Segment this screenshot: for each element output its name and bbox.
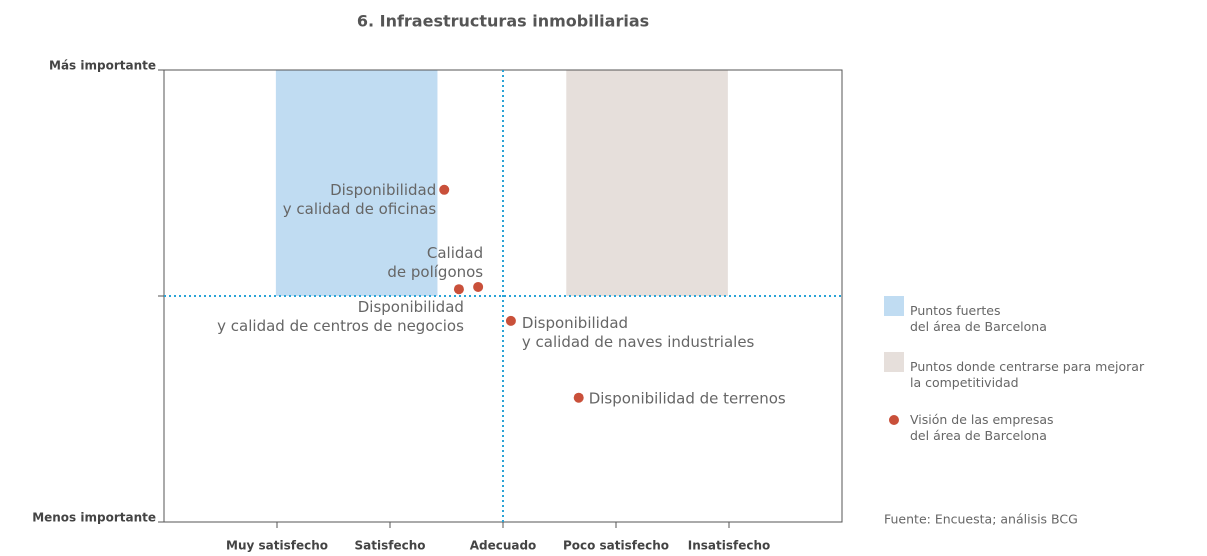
x-tick-label: Poco satisfecho: [563, 539, 669, 553]
source: Fuente: Encuesta; análisis BCG: [884, 512, 1078, 527]
legend-label-line: la competitividad: [910, 375, 1019, 390]
point: [439, 184, 450, 195]
region: [275, 70, 438, 296]
legend-label: Puntos donde centrarse para mejorar la co…: [910, 359, 1145, 390]
point-label-line: y calidad de oficinas: [283, 199, 437, 217]
point: [473, 281, 484, 292]
legend-swatch: [884, 296, 904, 316]
legend-label-line: del área de Barcelona: [910, 319, 1047, 334]
point-label-line: Disponibilidad: [358, 298, 464, 316]
point: [573, 392, 584, 403]
point-label: Disponibilidad y calidad de oficinas: [283, 180, 437, 217]
x-tick-label: Insatisfecho: [688, 539, 771, 553]
x-tick-label: Muy satisfecho: [226, 539, 328, 553]
point-label: Disponibilidad de terrenos: [589, 389, 786, 407]
point-label: Disponibilidad y calidad de centros de ne…: [217, 298, 464, 335]
region: [566, 70, 728, 296]
point-label-line: y calidad de naves industriales: [522, 332, 755, 350]
point-label-line: y calidad de centros de negocios: [217, 317, 464, 335]
y-tick-label: Menos importante: [32, 511, 156, 525]
legend-label-line: Visión de las empresas: [910, 412, 1054, 427]
point: [453, 284, 464, 295]
legend-marker: [889, 415, 899, 425]
legend-label-line: Puntos fuertes: [910, 303, 1000, 318]
legend-label-line: Puntos donde centrarse para mejorar: [910, 359, 1145, 374]
point-label-line: de polígonos: [387, 262, 483, 280]
point: [505, 315, 516, 326]
point-label: Disponibilidad y calidad de naves industr…: [522, 313, 755, 350]
legend-label: Puntos fuertes del área de Barcelona: [910, 303, 1047, 334]
x-tick-label: Adecuado: [470, 539, 537, 553]
axis-frame: [163, 69, 843, 523]
point-label-line: Calidad: [427, 243, 483, 261]
point-label: Calidad de polígonos: [387, 243, 483, 280]
point-label-line: Disponibilidad: [330, 180, 436, 198]
point-label-line: Disponibilidad: [522, 313, 628, 331]
legend-label-line: del área de Barcelona: [910, 428, 1047, 443]
chart-title: 6. Infraestructuras inmobiliarias: [357, 12, 649, 31]
y-tick-label: Más importante: [49, 59, 156, 73]
legend-label: Visión de las empresas del área de Barcel…: [910, 412, 1054, 443]
x-tick-label: Satisfecho: [355, 539, 426, 553]
point-label-line: Disponibilidad de terrenos: [589, 389, 786, 407]
legend-swatch: [884, 352, 904, 372]
